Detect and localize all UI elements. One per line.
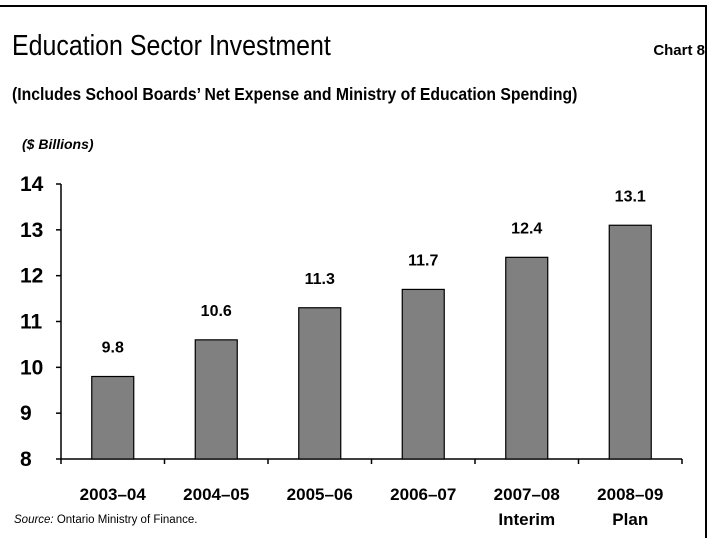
x-category-label: 2007–08 bbox=[494, 485, 560, 504]
chart-frame bbox=[0, 5, 707, 538]
x-category-label: Interim bbox=[498, 510, 555, 529]
source-label: Source: bbox=[14, 514, 54, 526]
source-text: Ontario Ministry of Finance. bbox=[53, 514, 198, 526]
x-category-label: Plan bbox=[612, 510, 648, 529]
bar bbox=[608, 224, 652, 460]
y-tick-label: 13 bbox=[20, 219, 43, 242]
data-label: 9.8 bbox=[102, 340, 124, 357]
y-tick-label: 12 bbox=[20, 265, 43, 288]
chart-subtitle: (Includes School Boards’ Net Expense and… bbox=[12, 84, 578, 104]
bar bbox=[298, 307, 342, 460]
bar bbox=[505, 256, 549, 460]
y-tick-label: 10 bbox=[20, 356, 43, 379]
y-tick-label: 14 bbox=[20, 173, 44, 196]
chart-number: Chart 8 bbox=[653, 42, 705, 59]
bar bbox=[401, 288, 445, 460]
data-label: 12.4 bbox=[511, 220, 542, 237]
x-category-label: 2004–05 bbox=[183, 485, 249, 504]
x-category-label: 2005–06 bbox=[287, 485, 353, 504]
bar bbox=[194, 339, 238, 460]
data-label: 10.6 bbox=[201, 303, 232, 320]
x-category-label: 2006–07 bbox=[390, 485, 456, 504]
x-category-label: 2003–04 bbox=[80, 485, 147, 504]
x-category-label: 2008–09 bbox=[597, 485, 663, 504]
source-note: Source: Ontario Ministry of Finance. bbox=[14, 514, 197, 526]
y-tick-label: 8 bbox=[20, 448, 32, 471]
data-label: 13.1 bbox=[615, 188, 646, 205]
data-label: 11.3 bbox=[305, 271, 335, 288]
y-axis-unit-label: ($ Billions) bbox=[22, 136, 94, 152]
chart-title: Education Sector Investment bbox=[12, 30, 331, 62]
y-tick-label: 9 bbox=[20, 402, 32, 425]
y-tick-label: 11 bbox=[20, 311, 43, 334]
data-label: 11.7 bbox=[408, 252, 438, 269]
bar bbox=[91, 375, 135, 460]
